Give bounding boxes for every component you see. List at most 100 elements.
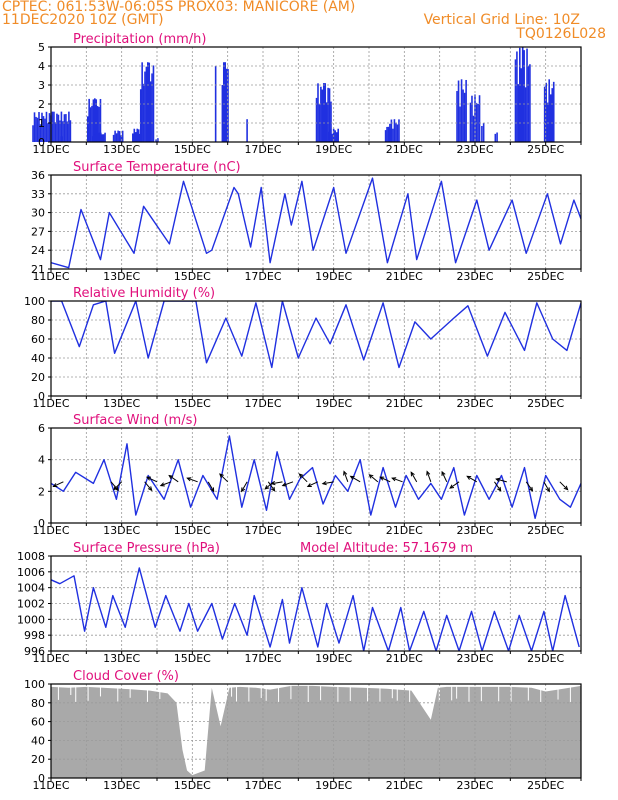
precipitation-xtick-label: 17DEC	[244, 143, 281, 156]
humidity-xtick-label: 25DEC	[527, 397, 564, 410]
wind-wind-arrowhead	[466, 475, 472, 480]
humidity-line	[51, 301, 581, 369]
pressure-ytick-label: 1002	[17, 598, 45, 611]
wind-ytick-label: 4	[38, 454, 45, 467]
precipitation-ytick-label: 5	[38, 41, 45, 54]
precipitation-title: Precipitation (mm/h)	[73, 32, 206, 47]
wind-wind-arrow	[392, 477, 403, 483]
wind-wind-arrow	[543, 481, 550, 492]
wind-ytick-label: 0	[38, 517, 45, 530]
temperature-ytick-label: 30	[31, 207, 45, 220]
pressure-panel: 996 998 1000 1002 1004 1006 1008 11DEC 13DEC 15DE…	[17, 541, 582, 665]
precipitation-xtick-label: 15DEC	[174, 143, 211, 156]
pressure-ytick-label: 1008	[17, 550, 45, 563]
humidity-ytick-label: 80	[31, 314, 45, 327]
wind-wind-arrow	[307, 481, 318, 487]
wind-wind-arrow	[343, 471, 349, 483]
header-datetime: 11DEC2020 10Z (GMT)	[2, 12, 164, 28]
header-station: CPTEC: 061:53W-06:05S PROX03: MANICORE (…	[2, 0, 356, 15]
precipitation-ytick-label: 0	[38, 136, 45, 149]
precipitation-xtick-label: 23DEC	[456, 143, 493, 156]
humidity-panel: 0 20 40 60 80 100 11DEC 13DEC 15DEC 17DEC 19DEC 21D…	[24, 286, 582, 410]
wind-wind-arrowhead	[219, 473, 224, 478]
wind-wind-arrowhead	[281, 482, 287, 487]
wind-xtick-label: 19DEC	[315, 524, 352, 537]
humidity-xtick-label: 15DEC	[174, 397, 211, 410]
wind-wind-arrowhead	[306, 483, 312, 487]
wind-wind-arrowhead	[241, 487, 246, 493]
wind-wind-arrow	[441, 471, 448, 483]
wind-wind-arrowhead	[145, 476, 152, 481]
wind-wind-arrow	[466, 475, 478, 483]
wind-wind-arrow	[113, 481, 123, 490]
wind-wind-arrow	[350, 475, 361, 483]
cloud-xtick-label: 19DEC	[315, 779, 352, 792]
wind-wind-arrowhead	[368, 474, 374, 479]
wind-wind-arrowhead	[147, 486, 153, 492]
cloud-frame	[50, 683, 582, 779]
wind-wind-arrowhead	[168, 474, 174, 480]
temperature-xtick-label: 21DEC	[386, 270, 423, 283]
wind-xtick-label: 15DEC	[174, 524, 211, 537]
temperature-xtick-label: 11DEC	[32, 270, 69, 283]
wind-wind-arrowhead	[270, 486, 276, 492]
wind-wind-arrow	[410, 472, 418, 483]
pressure-xtick-label: 25DEC	[527, 652, 564, 665]
humidity-xtick-label: 11DEC	[32, 397, 69, 410]
wind-wind-arrow	[496, 478, 507, 483]
wind-xtick-label: 21DEC	[386, 524, 423, 537]
cloud-ytick-label: 0	[38, 772, 45, 785]
temperature-panel: 21 24 27 30 33 36 11DEC 13DEC 15DEC 17DEC 19DEC 21D…	[31, 160, 582, 283]
humidity-frame	[50, 300, 582, 397]
wind-wind-arrowhead	[495, 477, 501, 482]
precipitation-xtick-label: 19DEC	[315, 143, 352, 156]
temperature-xtick-label: 13DEC	[103, 270, 140, 283]
wind-wind-arrow	[168, 475, 179, 483]
humidity-xtick-label: 21DEC	[386, 397, 423, 410]
wind-wind-arrow	[271, 481, 283, 485]
precipitation-ytick-label: 2	[38, 98, 45, 111]
precipitation-xtick-label: 21DEC	[386, 143, 423, 156]
cloud-xtick-label: 13DEC	[103, 779, 140, 792]
humidity-ytick-label: 40	[31, 352, 45, 365]
humidity-title: Relative Humidity (%)	[73, 286, 215, 301]
humidity-xtick-label: 23DEC	[456, 397, 493, 410]
pressure-ytick-label: 1000	[17, 613, 45, 626]
wind-wind-arrow	[369, 474, 379, 483]
wind-wind-arrowhead	[441, 470, 446, 476]
cloud-ytick-label: 20	[31, 753, 45, 766]
wind-wind-arrow	[219, 473, 229, 483]
cloud-xtick-label: 25DEC	[527, 779, 564, 792]
wind-wind-arrow	[241, 481, 248, 492]
temperature-ytick-label: 21	[31, 263, 45, 276]
wind-wind-arrow	[494, 481, 502, 492]
wind-wind-arrow	[160, 481, 172, 487]
temperature-line	[51, 177, 581, 269]
cloud-xtick-label: 15DEC	[174, 779, 211, 792]
temperature-xtick-label: 17DEC	[244, 270, 281, 283]
header-model-code: TQ0126L028	[516, 26, 606, 42]
wind-wind-arrowhead	[52, 483, 58, 487]
wind-wind-arrow	[449, 481, 460, 489]
cloud-panel: 0 20 40 60 80 100 11DEC 13DEC 15DEC 17DEC 19DEC 21D…	[24, 669, 582, 792]
wind-ytick-label: 6	[38, 422, 45, 435]
wind-wind-arrowhead	[426, 470, 431, 476]
pressure-xtick-label: 19DEC	[315, 652, 352, 665]
wind-wind-arrowhead	[321, 480, 327, 486]
header-grid-note: Vertical Grid Line: 10Z	[423, 12, 580, 28]
cloud-xtick-label: 11DEC	[32, 779, 69, 792]
precipitation-xtick-label: 13DEC	[103, 143, 140, 156]
humidity-ytick-label: 20	[31, 371, 45, 384]
pressure-title: Surface Pressure (hPa)	[73, 541, 220, 556]
cloud-xtick-label: 21DEC	[386, 779, 423, 792]
wind-xtick-label: 25DEC	[527, 524, 564, 537]
wind-wind-arrow	[525, 481, 533, 492]
wind-wind-arrow	[267, 481, 276, 492]
temperature-ytick-label: 27	[31, 225, 45, 238]
wind-wind-arrowhead	[298, 473, 304, 478]
cloud-ytick-label: 100	[24, 678, 45, 691]
temperature-xtick-label: 15DEC	[174, 270, 211, 283]
pressure-ytick-label: 996	[24, 645, 45, 658]
wind-ytick-label: 2	[38, 485, 45, 498]
temperature-title: Surface Temperature (nC)	[73, 160, 241, 175]
